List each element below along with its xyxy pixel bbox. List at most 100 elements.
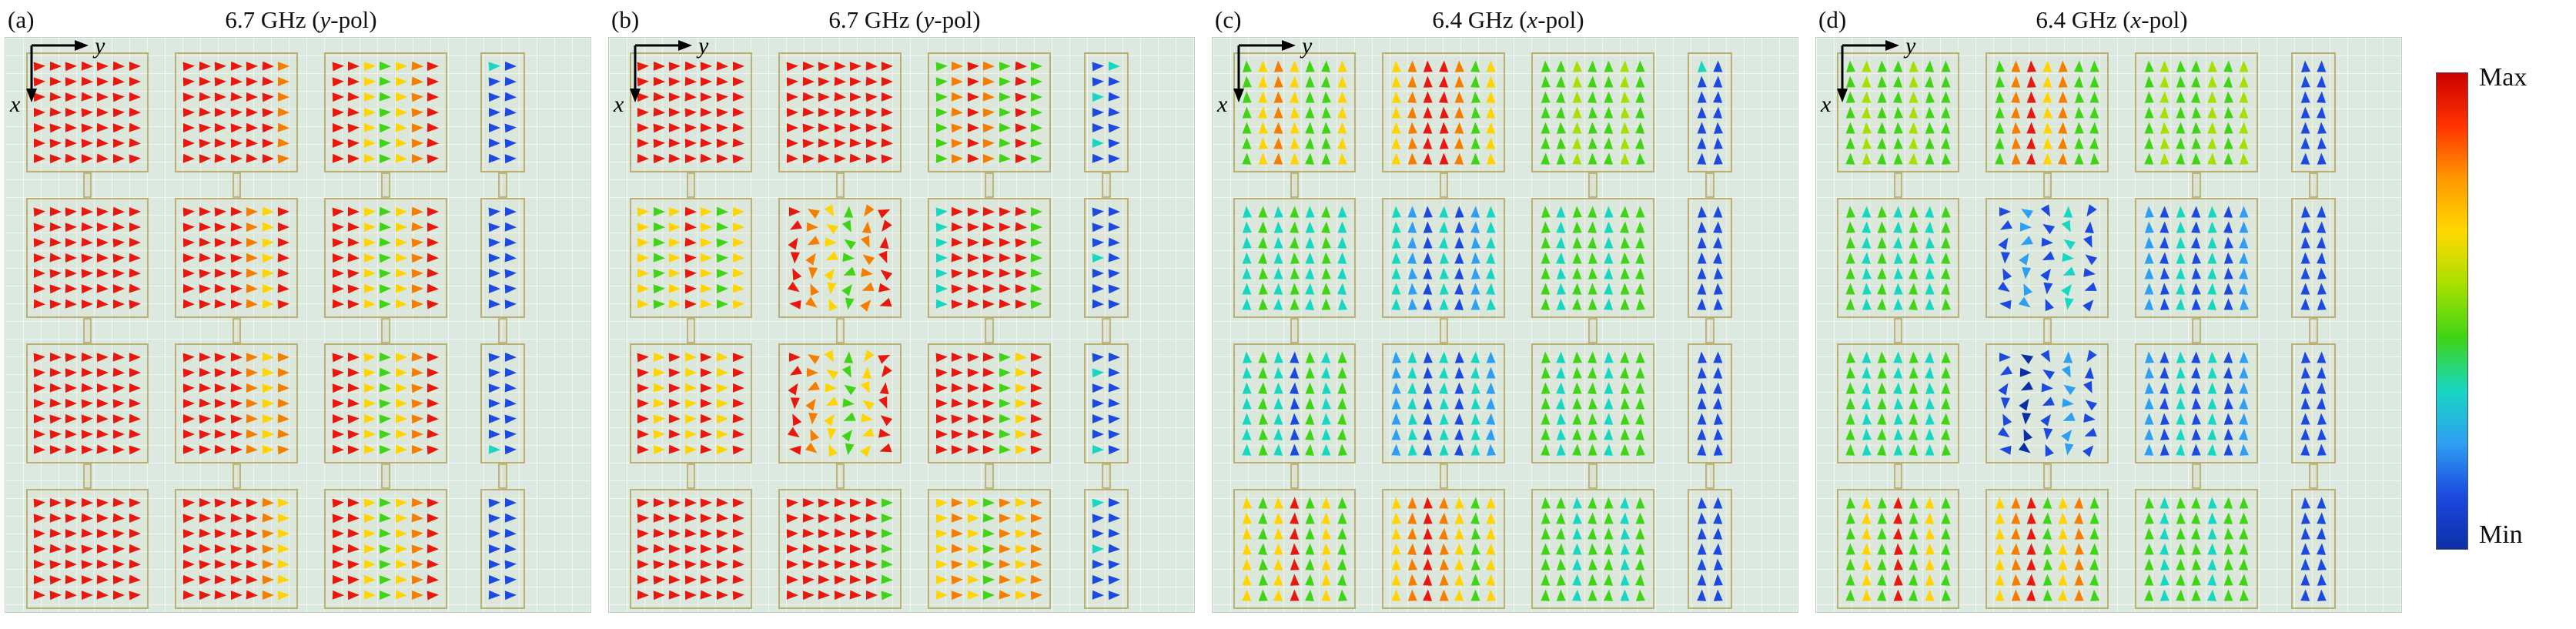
current-vector-arrow (1257, 396, 1268, 410)
current-vector-arrow (805, 296, 821, 312)
current-vector-arrow (2073, 75, 2084, 89)
current-vector-arrow (684, 444, 697, 454)
current-vector-arrow (504, 107, 517, 118)
current-vector-arrow (1242, 252, 1252, 264)
current-vector-arrow (669, 528, 681, 538)
current-vector-arrow (818, 153, 831, 164)
current-vector-arrow (2207, 106, 2217, 119)
patch-connector (381, 318, 390, 343)
current-vector-arrow (2058, 137, 2069, 150)
current-vector-arrow (2300, 152, 2310, 165)
arrow-row (2295, 91, 2332, 104)
current-vector-arrow (999, 589, 1012, 601)
current-vector-arrow (881, 574, 894, 585)
current-vector-arrow (1925, 298, 1935, 310)
current-vector-arrow (277, 574, 290, 585)
current-vector-arrow (1108, 299, 1121, 309)
current-vector-arrow (716, 352, 729, 363)
current-vector-arrow (1470, 396, 1480, 410)
current-vector-arrow (1407, 542, 1417, 555)
current-vector-arrow (380, 444, 392, 454)
current-vector-arrow (1242, 122, 1252, 134)
current-vector-arrow (1635, 60, 1645, 72)
arrow-row (484, 61, 521, 72)
current-vector-arrow (488, 139, 501, 149)
current-vector-arrow (1892, 366, 1903, 379)
current-vector-arrow (2223, 221, 2233, 233)
current-vector-arrow (363, 253, 376, 263)
current-vector-arrow (2191, 496, 2202, 509)
current-vector-arrow (1337, 366, 1347, 379)
current-vector-arrow (427, 299, 440, 309)
current-vector-arrow (1541, 542, 1551, 555)
current-vector-arrow (805, 205, 821, 219)
arrow-row (179, 528, 294, 539)
current-vector-arrow (716, 528, 729, 539)
current-vector-arrow (849, 559, 862, 569)
current-vector-arrow (1290, 60, 1300, 73)
current-vector-arrow (818, 513, 831, 523)
current-vector-arrow (999, 268, 1012, 279)
current-vector-arrow (199, 222, 211, 233)
current-vector-arrow (81, 413, 94, 424)
current-vector-arrow (716, 383, 729, 393)
current-vector-arrow (732, 367, 744, 377)
current-vector-arrow (865, 528, 878, 539)
current-vector-arrow (348, 62, 360, 72)
current-vector-arrow (1470, 298, 1480, 310)
current-vector-arrow (1257, 511, 1268, 524)
current-vector-arrow (1454, 542, 1464, 555)
current-vector-arrow (2316, 396, 2327, 410)
arrow-row (1535, 573, 1651, 586)
current-vector-arrow (1862, 496, 1872, 509)
current-vector-arrow (347, 268, 360, 279)
current-vector-arrow (230, 429, 243, 440)
current-vector-arrow (1305, 427, 1316, 440)
current-vector-arrow (1713, 137, 1723, 150)
current-vector-arrow (1407, 351, 1417, 363)
current-vector-arrow (1242, 542, 1252, 555)
current-vector-arrow (488, 92, 501, 102)
current-vector-arrow (49, 299, 62, 309)
current-vector-arrow (1321, 206, 1331, 218)
current-vector-arrow (1893, 428, 1903, 440)
current-vector-arrow (881, 138, 894, 149)
arrow-row (1535, 91, 1651, 104)
current-vector-arrow (653, 222, 665, 233)
arrow-row (30, 222, 146, 233)
current-vector-arrow (1273, 283, 1284, 295)
current-vector-arrow (348, 237, 360, 248)
current-vector-arrow (278, 92, 290, 102)
arrow-row (1535, 267, 1651, 279)
current-vector-arrow (2239, 283, 2250, 295)
arrow-row (328, 222, 443, 233)
arrow-row (1386, 443, 1501, 456)
arrow-row (328, 544, 443, 554)
arrow-row (1535, 427, 1651, 440)
current-vector-arrow (1108, 283, 1121, 294)
current-vector-arrow (1470, 542, 1480, 555)
current-vector-arrow (1486, 512, 1496, 524)
current-vector-arrow (97, 283, 109, 294)
current-vector-arrow (214, 237, 227, 248)
arrow-row (634, 352, 749, 363)
arrow-row (634, 92, 749, 102)
current-vector-arrow (653, 497, 665, 507)
current-vector-arrow (230, 62, 243, 72)
colorbar-min-label: Min (2479, 520, 2523, 549)
current-vector-arrow (2239, 573, 2250, 586)
current-vector-arrow (684, 544, 698, 554)
current-vector-arrow (1713, 152, 1723, 165)
current-vector-arrow (952, 299, 964, 309)
current-vector-arrow (81, 122, 94, 133)
current-vector-arrow (1697, 267, 1707, 279)
current-vector-arrow (411, 206, 423, 217)
current-vector-arrow (1995, 152, 2005, 165)
arrow-row (932, 413, 1047, 424)
arrow-row (1535, 511, 1651, 524)
current-vector-arrow (348, 590, 360, 600)
current-vector-arrow (1892, 527, 1903, 540)
current-vector-arrow (427, 253, 440, 263)
current-vector-arrow (246, 153, 259, 164)
